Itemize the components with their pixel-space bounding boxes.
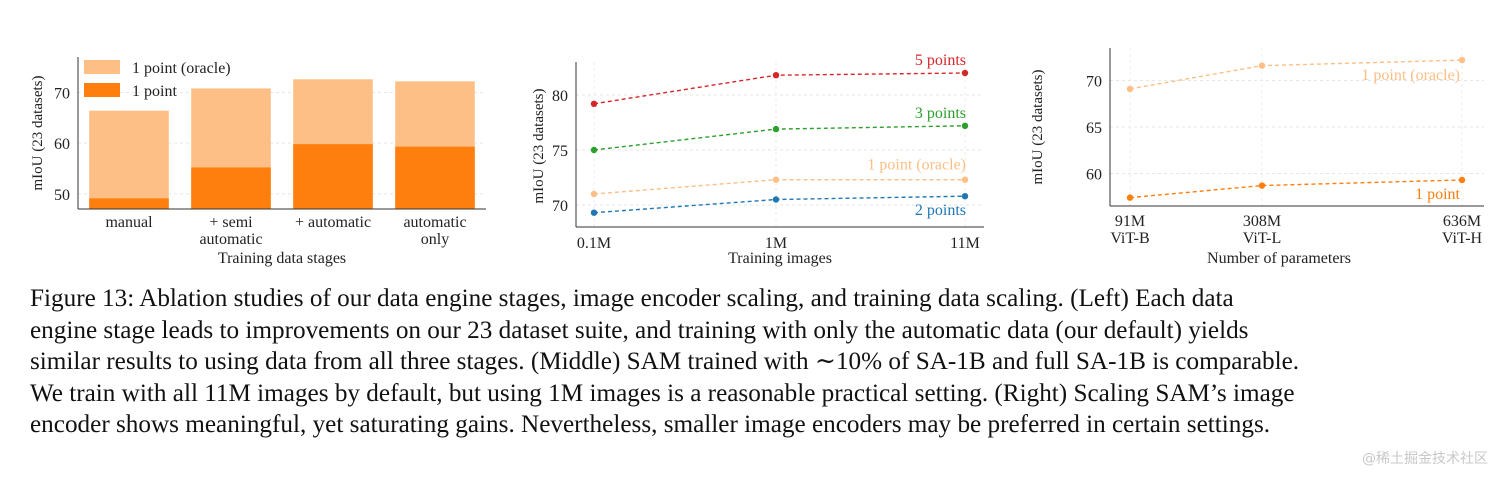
caption-line: encoder shows meaningful, yet saturating… [30, 411, 1271, 438]
legend-swatch [84, 83, 120, 97]
data-point [961, 69, 969, 77]
legend-label: 1 point (oracle) [132, 60, 231, 77]
data-point [590, 146, 598, 154]
legend-swatch [84, 60, 120, 74]
data-point [772, 125, 780, 133]
y-axis-label: mIoU (23 datasets) [30, 76, 46, 191]
series-label: 1 point (oracle) [1361, 67, 1460, 84]
data-point [1458, 56, 1466, 64]
data-point [590, 100, 598, 108]
x-axis-label: Training images [728, 250, 832, 267]
figure-panels: 50 60 70 manual + semi automatic + automatic au… [30, 48, 1484, 267]
series-line [593, 72, 966, 105]
caption-line: We train with all 11M images by default,… [30, 379, 1295, 407]
bar-1-point [395, 146, 475, 209]
panel-right-line-chart: 60 65 70 91M ViT-B 308M ViT-L 636M ViT-H 1 point … [1030, 48, 1484, 267]
data-point [590, 209, 598, 216]
bar-1-point [293, 144, 373, 209]
y-tick-label: 70 [552, 198, 568, 215]
data-point [772, 176, 780, 183]
x-tick-label: 0.1M [577, 235, 611, 252]
series-label: 1 point (oracle) [867, 157, 966, 174]
figure-caption: Figure 13: Ablation studies of our data … [30, 283, 1488, 441]
y-tick-label: 80 [552, 88, 568, 105]
panel-middle-line-chart: 70 75 80 0.1M 1M 11M 5 points 3 points 1 point (… [531, 52, 984, 267]
y-axis-label: mIoU (23 datasets) [531, 89, 547, 204]
watermark: @稀土掘金技术社区 [1362, 451, 1488, 467]
data-point [961, 176, 969, 183]
data-point [772, 72, 780, 79]
caption-line: similar results to using data from all t… [30, 348, 1300, 375]
panel-left-bar-chart: 50 60 70 manual + semi automatic + automatic au… [30, 57, 486, 267]
caption-line: engine stage leads to improvements on ou… [30, 316, 1249, 344]
y-tick-label: 60 [54, 136, 70, 153]
data-point [1126, 85, 1134, 93]
bar-oracle [89, 110, 169, 209]
x-tick-label: 308M ViT-L [1243, 213, 1281, 247]
series-line [593, 125, 966, 151]
bar-1-point [191, 167, 271, 209]
x-tick-label: + automatic [295, 214, 371, 231]
x-tick-label: + semi automatic [199, 214, 262, 248]
data-point [1258, 182, 1266, 189]
data-point [1126, 194, 1134, 201]
x-tick-label: manual [105, 214, 153, 231]
y-tick-label: 65 [1086, 120, 1102, 137]
x-tick-label: 11M [950, 235, 980, 252]
series-label: 1 point [1415, 186, 1460, 203]
series-line [1129, 179, 1463, 199]
x-axis-label: Training data stages [218, 250, 346, 267]
data-point [590, 190, 598, 198]
x-tick-label: 91M ViT-B [1110, 213, 1149, 247]
data-point [961, 193, 969, 200]
series-line [593, 195, 966, 214]
bar-1-point [89, 198, 169, 209]
y-tick-label: 50 [54, 187, 70, 204]
legend-label: 1 point [132, 83, 177, 100]
x-tick-label: automatic only [403, 214, 466, 248]
y-tick-label: 70 [1086, 74, 1102, 91]
caption-line: Figure 13: Ablation studies of our data … [30, 285, 1234, 312]
series-line [593, 178, 965, 195]
y-tick-label: 70 [54, 85, 70, 102]
y-axis-label: mIoU (23 datasets) [1030, 70, 1046, 185]
series-label: 3 points [915, 105, 966, 122]
x-tick-label: 636M ViT-H [1442, 213, 1483, 247]
x-tick-label: 1M [765, 235, 787, 252]
x-axis-label: Number of parameters [1207, 250, 1351, 267]
data-point [1258, 62, 1266, 69]
y-tick-label: 75 [552, 143, 568, 160]
data-point [772, 196, 780, 203]
series-label: 2 points [915, 202, 966, 219]
y-tick-label: 60 [1086, 166, 1102, 183]
data-point [1458, 176, 1466, 184]
data-point [961, 122, 969, 129]
series-label: 5 points [915, 52, 966, 69]
